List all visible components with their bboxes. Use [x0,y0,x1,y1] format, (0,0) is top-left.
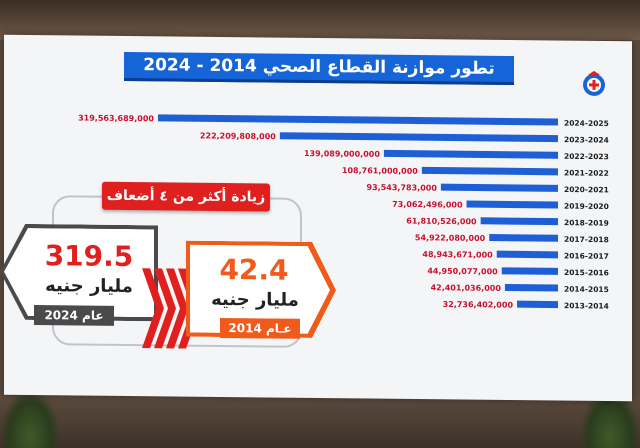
value-label-2020-2021: 93,543,783,000 [367,183,438,193]
budget-bar-chart: 319,563,689,000 2024-2025 222,209,808,000 2… [78,113,609,310]
value-label-2017-2018: 54,922,080,000 [415,233,486,243]
bar-2019-2020 [466,200,558,209]
right-box-year: عـام 2014 [220,317,300,339]
value-label-2019-2020: 73,062,496,000 [392,200,463,210]
right-box-value: 42.4 [219,252,289,287]
bar-2016-2017 [496,250,558,259]
bar-2014-2015 [504,283,558,292]
value-label-2014-2015: 42,401,036,000 [431,283,502,293]
value-label-2015-2016: 44,950,077,000 [427,267,498,277]
bar-2021-2022 [421,166,558,176]
increase-callout: زيادة أكثر من ٤ أضعاف [102,181,270,212]
value-label-2021-2022: 108,761,000,000 [342,166,418,176]
category-label-2020-2021: 2020-2021 [564,185,609,194]
value-label-2022-2023: 139,089,000,000 [304,149,380,159]
value-label-2024-2025: 319,563,689,000 [78,113,154,123]
category-label-2018-2019: 2018-2019 [564,218,609,227]
left-box-year: عام 2024 [34,305,114,326]
bar-2020-2021 [440,183,558,192]
ministry-logo-icon [583,70,605,96]
ceiling [0,0,640,40]
bar-2017-2018 [489,233,558,242]
bar-2015-2016 [501,267,558,275]
bar-2018-2019 [480,217,558,226]
bar-2023-2024 [279,132,558,143]
right-box-unit: مليار جنيه [211,288,299,311]
left-box-unit: مليار جنيه [45,275,133,298]
value-label-2013-2014: 32,736,402,000 [443,300,514,310]
category-label-2016-2017: 2016-2017 [564,251,609,260]
category-label-2022-2023: 2022-2023 [564,152,609,161]
plant-left [0,388,60,448]
bar-2022-2023 [383,149,558,159]
left-box-value: 319.5 [44,239,134,274]
category-label-2019-2020: 2019-2020 [564,202,609,211]
category-label-2021-2022: 2021-2022 [564,168,609,177]
category-label-2015-2016: 2015-2016 [564,268,609,277]
category-label-2017-2018: 2017-2018 [564,235,609,244]
category-label-2014-2015: 2014-2015 [564,285,609,294]
value-label-2023-2024: 222,209,808,000 [200,131,276,141]
value-label-2016-2017: 48,943,671,000 [422,250,493,260]
bar-2024-2025 [158,114,558,126]
category-label-2023-2024: 2023-2024 [564,135,609,144]
presentation-screen: تطور موازنة القطاع الصحي 2014 - 2024 319… [4,34,632,402]
value-label-2018-2019: 61,810,526,000 [406,217,477,227]
category-label-2013-2014: 2013-2014 [564,301,609,310]
bar-2013-2014 [517,300,558,309]
floor [0,395,640,448]
category-label-2024-2025: 2024-2025 [564,119,609,128]
